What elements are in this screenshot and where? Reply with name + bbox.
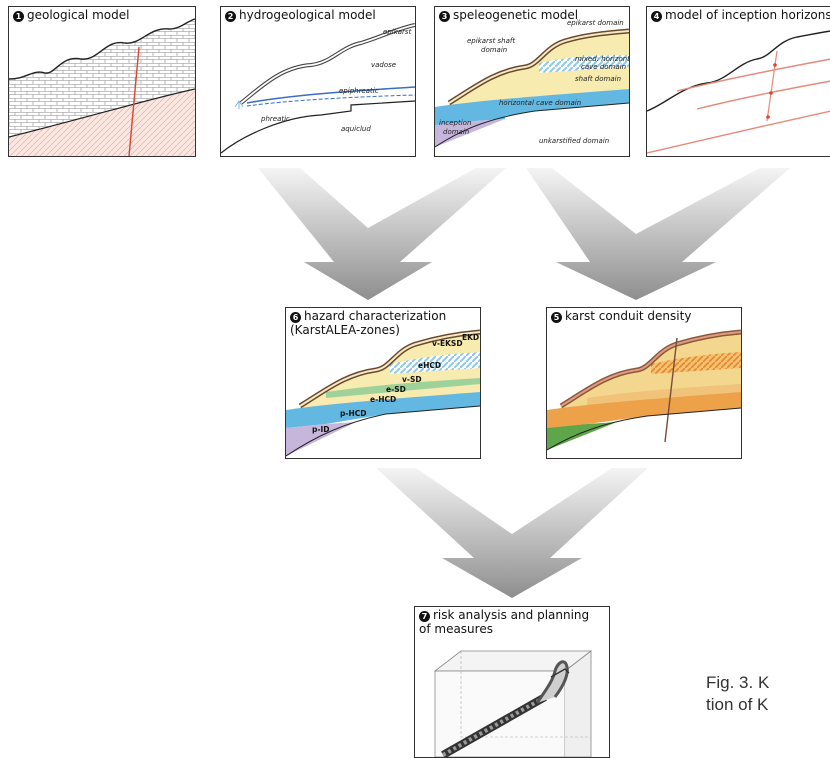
panel-karst-conduit-density: 5 karst conduit density <box>546 307 742 459</box>
panel-5-title-text: karst conduit density <box>565 309 692 323</box>
panel-1-title-text: geological model <box>27 8 130 22</box>
label-shaft-domain: shaft domain <box>575 75 621 83</box>
panel-inception-horizons: 4 model of inception horizons <box>646 6 830 157</box>
panel-2-title-text: hydrogeological model <box>239 8 376 22</box>
panel-7-subtitle: of measures <box>419 622 493 636</box>
label-epikarst-shaft-1: epikarst shaft <box>467 37 515 45</box>
arrow-to-hazard <box>258 168 506 300</box>
label-mixed-1: mixed: horizontal <box>575 55 629 63</box>
label-epikarst: epikarst <box>383 28 412 36</box>
panel-7-title-text: risk analysis and planning <box>433 608 590 622</box>
label-mixed-2: cave domain <box>581 63 626 71</box>
zone-p-id: p-ID <box>312 425 330 434</box>
number-3-badge: 3 <box>439 11 450 22</box>
label-vadose: vadose <box>371 61 396 69</box>
panel-6-title: 6 hazard characterization (KarstALEA-zones… <box>290 309 446 337</box>
zone-e-sd: e-SD <box>386 385 406 394</box>
panel-risk-analysis: 7 risk analysis and planning of measures <box>414 606 610 758</box>
hazard-section: EKD v-EKSD eHCD v-SD e-SD e-HCD p-HCD p-… <box>286 329 480 457</box>
label-phreatic: phreatic <box>260 115 290 123</box>
geological-section <box>9 18 195 156</box>
figure-caption: Fig. 3. K tion of K <box>706 672 769 716</box>
zone-ehcd: eHCD <box>418 361 441 370</box>
zone-e-hcd: e-HCD <box>370 395 396 404</box>
panel-5-title: 5 karst conduit density <box>551 309 691 323</box>
label-inception-1: inception <box>439 119 471 127</box>
panel-6-title-text: hazard characterization <box>304 309 447 323</box>
panel-speleogenetic-model: 3 speleogenetic model epikarst domain epi… <box>434 6 630 157</box>
panel-7-title: 7 risk analysis and planning of measures <box>419 608 589 636</box>
panel-1-title: 1 geological model <box>13 8 129 22</box>
number-1-badge: 1 <box>13 11 24 22</box>
panel-4-title: 4 model of inception horizons <box>651 8 830 22</box>
label-horizontal-cave-domain: horizontal cave domain <box>499 99 581 107</box>
label-epikarst-shaft-2: domain <box>481 46 507 54</box>
arrow-to-risk <box>376 468 648 598</box>
hydrogeological-section: epikarst vadose epiphreatic phreatic aqu… <box>221 23 415 154</box>
label-unkarstified-domain: unkarstified domain <box>539 137 609 145</box>
zone-v-sd: v-SD <box>402 375 422 384</box>
number-4-badge: 4 <box>651 11 662 22</box>
panel-2-title: 2 hydrogeological model <box>225 8 376 22</box>
panel-hydrogeological-model: 2 hydrogeological model epikarst vadose e… <box>220 6 416 157</box>
panel-6-subtitle: (KarstALEA-zones) <box>290 323 400 337</box>
panel-hazard-characterization: 6 hazard characterization (KarstALEA-zones… <box>285 307 481 459</box>
panel-geological-model: 1 geological model <box>8 6 196 157</box>
caption-line-2: tion of K <box>706 695 769 714</box>
inception-section <box>647 30 830 154</box>
zone-ekd: EKD <box>462 333 479 342</box>
number-7-badge: 7 <box>419 611 430 622</box>
tunnel-block-illustration <box>433 650 593 757</box>
label-inception-2: domain <box>443 128 469 136</box>
caption-line-1: Fig. 3. K <box>706 673 770 692</box>
number-2-badge: 2 <box>225 11 236 22</box>
label-epikarst-domain: epikarst domain <box>567 19 624 27</box>
density-section <box>547 329 741 451</box>
panel-4-title-text: model of inception horizons <box>665 8 830 22</box>
panel-3-title: 3 speleogenetic model <box>439 8 578 22</box>
number-6-badge: 6 <box>290 312 301 323</box>
number-5-badge: 5 <box>551 312 562 323</box>
speleogenetic-section: epikarst domain epikarst shaft domain mi… <box>435 19 629 148</box>
zone-v-eksd: v-EKSD <box>432 339 463 348</box>
arrow-to-density <box>526 168 790 300</box>
label-epiphreatic: epiphreatic <box>339 87 379 95</box>
label-aquiclud: aquiclud <box>341 125 371 133</box>
panel-3-title-text: speleogenetic model <box>453 8 579 22</box>
zone-p-hcd: p-HCD <box>340 409 367 418</box>
